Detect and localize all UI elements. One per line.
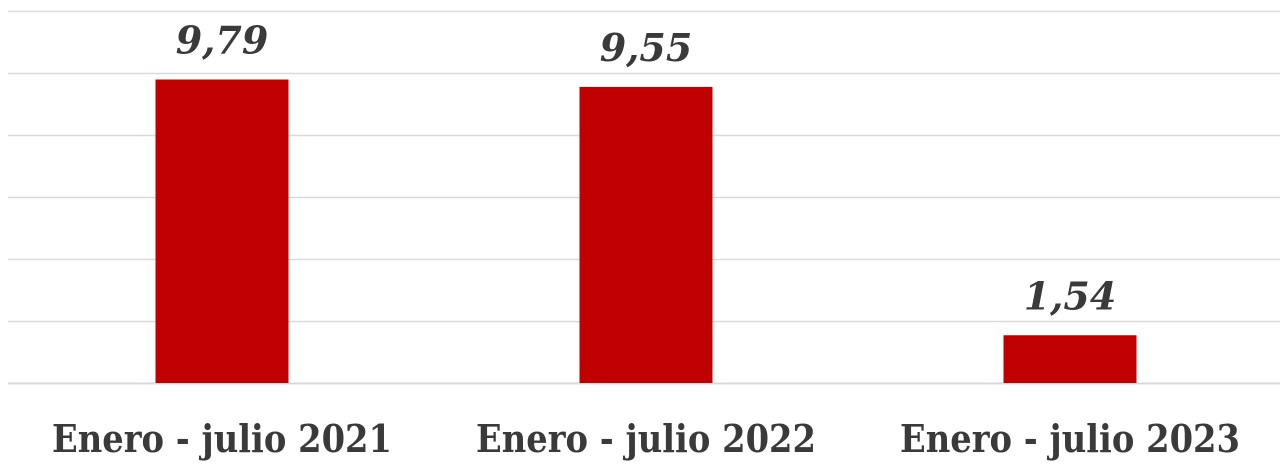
category-label: Enero - julio 2022 <box>476 416 816 461</box>
category-label: Enero - julio 2023 <box>900 416 1240 461</box>
data-label: 9,79 <box>176 18 269 63</box>
category-labels: Enero - julio 2021 Enero - julio 2022 Ener… <box>52 416 1240 461</box>
bars <box>155 79 1137 383</box>
category-label: Enero - julio 2021 <box>52 416 392 461</box>
data-label: 1,54 <box>1024 273 1117 318</box>
data-label: 9,55 <box>600 25 693 70</box>
value-labels: 9,79 9,55 1,54 <box>176 18 1117 319</box>
bar <box>1003 335 1137 383</box>
bar <box>155 79 289 383</box>
bar <box>579 86 713 383</box>
